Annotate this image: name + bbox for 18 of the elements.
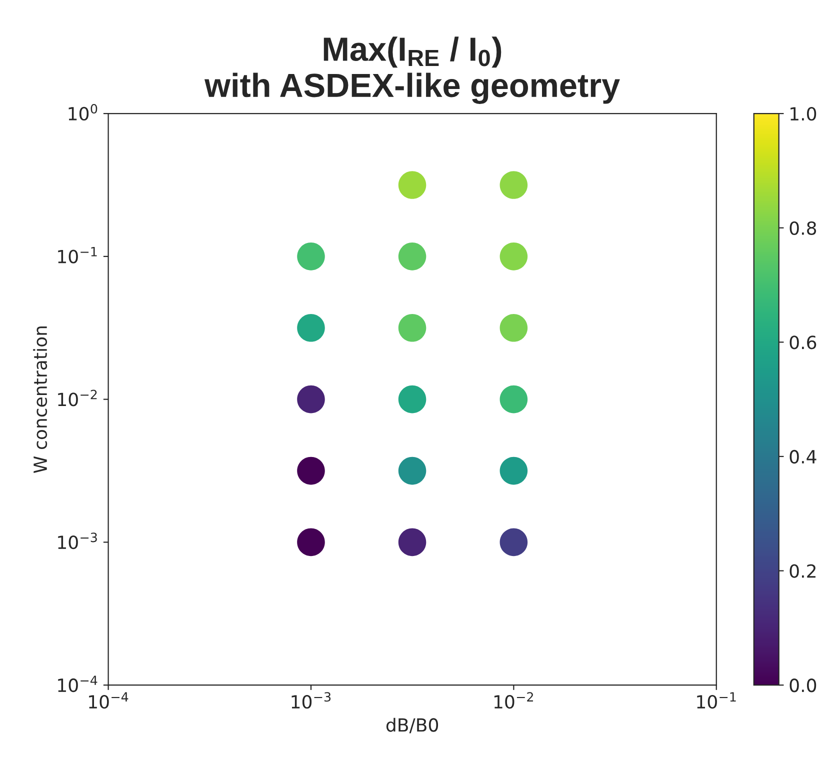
- color-bar-label: 0.8: [790, 221, 816, 235]
- x-tick-label: 10$^{−3}$: [292, 692, 331, 709]
- chart-title: Max(I$_{RE}$ / I$_{0}$) with ASDEX-like geometry: [204, 36, 620, 104]
- x-tick-label: 10$^{−1}$: [697, 692, 736, 709]
- color-bar-label: 0.4: [790, 450, 816, 464]
- color-bar-label: 0.6: [790, 336, 816, 350]
- y-tick-label: 10$^{−4}$: [58, 676, 98, 692]
- y-tick-label: 10$^{0}$: [68, 104, 98, 121]
- color-bar-label: 0.2: [790, 564, 816, 578]
- color-bar-label: 1.0: [790, 107, 816, 121]
- x-tick-label: 10$^{−4}$: [89, 692, 128, 709]
- y-tick-label: 10$^{−3}$: [58, 532, 97, 550]
- x-tick-label: 10$^{−2}$: [494, 692, 533, 709]
- color-bar-label: 0.0: [790, 678, 816, 692]
- x-axis-title: dB/B0: [386, 718, 438, 734]
- y-tick-label: 10$^{−1}$: [58, 247, 97, 264]
- y-axis-title: W concentration: [33, 326, 48, 474]
- y-tick-label: 10$^{−2}$: [58, 390, 97, 406]
